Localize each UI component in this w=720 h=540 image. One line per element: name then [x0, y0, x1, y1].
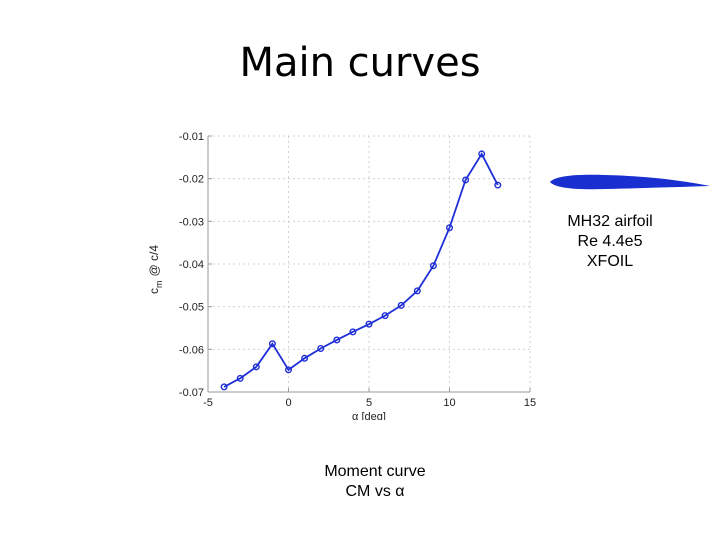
chart-caption: Moment curve CM vs α: [290, 462, 460, 502]
data-point: [462, 176, 470, 184]
y-axis-label-main: c: [147, 288, 161, 294]
data-point: [317, 344, 325, 352]
data-point: [413, 287, 421, 295]
y-axis-label: cm @ c/4: [147, 245, 164, 294]
chart-caption-line2: CM vs α: [345, 483, 405, 500]
data-point: [381, 312, 389, 320]
data-point: [252, 363, 260, 371]
y-tick-label: -0.05: [179, 302, 204, 314]
plot-axes: [207, 135, 531, 393]
data-point: [236, 374, 244, 382]
airfoil-note-reynolds: Re 4.4e5: [577, 233, 643, 250]
x-tick-label: 15: [524, 397, 536, 409]
data-point: [446, 224, 454, 232]
airfoil-note: MH32 airfoil Re 4.4e5 XFOIL: [560, 212, 660, 272]
x-tick-label: 5: [366, 397, 372, 409]
y-axis-label-rest: @ c/4: [147, 245, 161, 277]
airfoil-note-method: XFOIL: [586, 253, 634, 270]
grid-lines: [207, 135, 531, 393]
y-tick-label: -0.01: [179, 131, 204, 143]
x-tick-label: 0: [285, 397, 291, 409]
y-tick-label: -0.02: [179, 174, 204, 186]
data-point: [268, 340, 276, 348]
data-point: [429, 262, 437, 270]
tick-labels: -5 0 5 10 15 -0.07 -0.06 -0.05 -0.04 -0.03 -0.02 -0…: [179, 131, 536, 409]
data-point: [284, 366, 292, 374]
x-tick-label: 10: [443, 397, 455, 409]
data-point: [349, 328, 357, 336]
data-point: [333, 336, 341, 344]
data-point: [301, 354, 309, 362]
airfoil-shape-icon: [550, 174, 710, 190]
y-tick-label: -0.06: [179, 344, 204, 356]
moment-coefficient-chart: -5 0 5 10 15 -0.07 -0.06 -0.05 -0.04 -0.03 -0.02 -0…: [147, 131, 536, 420]
svg-text:cm@ c/4: cm @ c/4: [147, 245, 164, 294]
data-point: [397, 301, 405, 309]
series-line: [223, 152, 499, 388]
series-moment: [220, 150, 502, 391]
y-tick-label: -0.04: [179, 259, 204, 271]
data-point: [478, 150, 486, 158]
data-point: [494, 181, 502, 189]
slide-title: Main curves: [239, 40, 481, 86]
y-tick-label: -0.03: [179, 216, 204, 228]
airfoil-note-name: MH32 airfoil: [567, 213, 653, 230]
chart-caption-line1: Moment curve: [324, 463, 426, 480]
x-tick-label: -5: [203, 397, 213, 409]
y-tick-label: -0.07: [179, 387, 204, 399]
x-axis-label: α [deg]: [352, 411, 386, 420]
data-point: [365, 320, 373, 328]
data-point: [220, 383, 228, 391]
y-axis-label-subscript: m: [154, 281, 164, 289]
